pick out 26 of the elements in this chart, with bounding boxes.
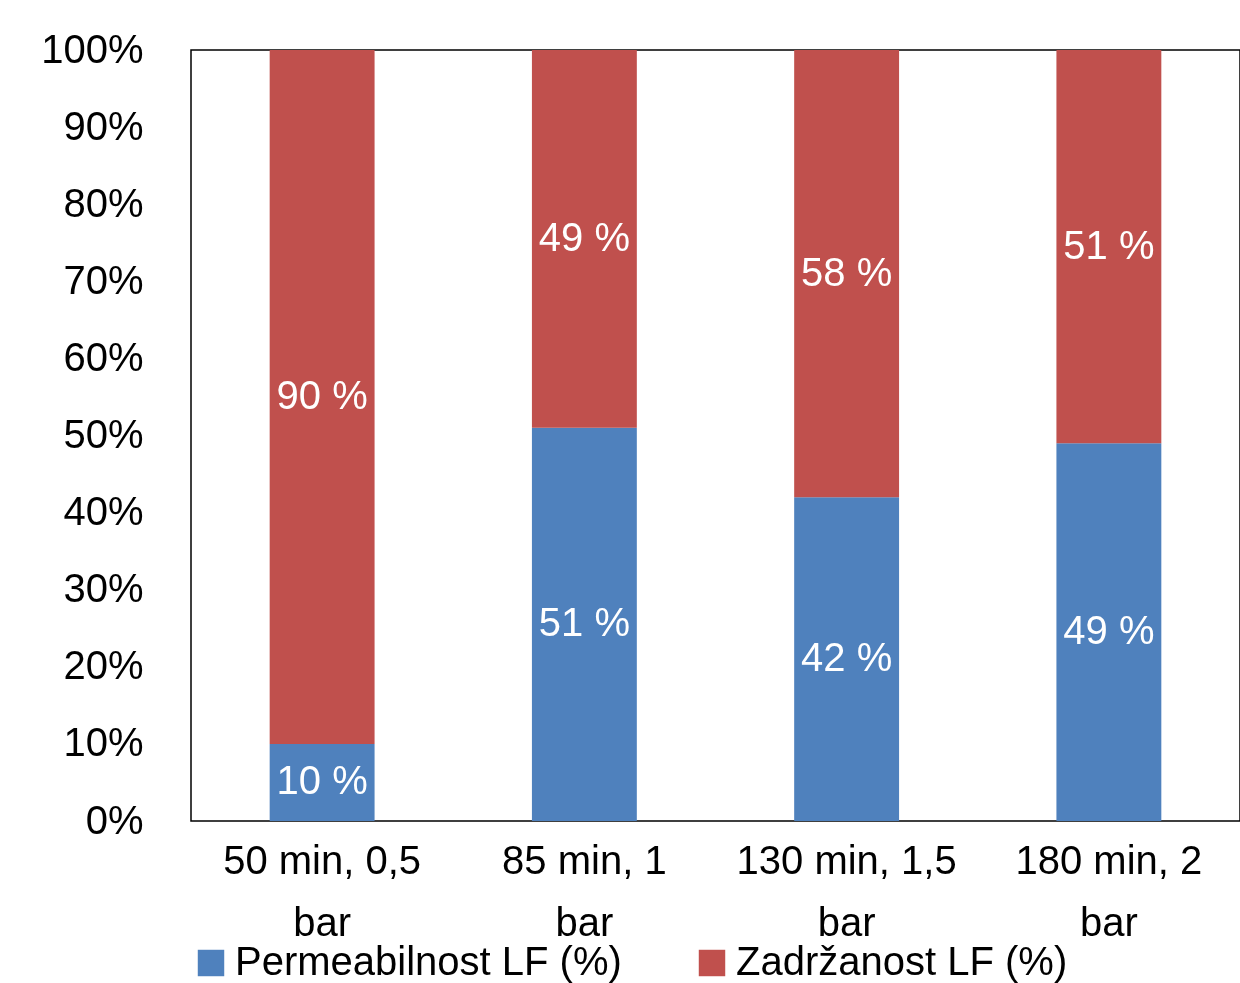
y-tick-label: 80%: [63, 180, 144, 225]
bar: [269, 50, 375, 744]
y-tick-label: 60%: [63, 334, 144, 379]
bar: [1056, 50, 1162, 444]
y-tick-label: 90%: [63, 103, 144, 148]
y-tick-label: 40%: [63, 489, 144, 534]
data-label: 58 %: [801, 249, 893, 294]
bar: [794, 497, 900, 821]
bar: [1056, 443, 1162, 821]
data-label: 49 %: [538, 214, 630, 259]
y-tick-label: 10%: [63, 720, 144, 765]
y-tick-label: 0%: [85, 797, 144, 842]
bar: [531, 427, 637, 821]
y-tick-label: 20%: [63, 643, 144, 688]
data-label: 42 %: [801, 635, 893, 680]
y-tick-label: 50%: [63, 412, 144, 456]
bar: [531, 50, 637, 428]
y-tick-label: 70%: [63, 257, 144, 302]
data-label: 51 %: [1063, 222, 1155, 267]
data-label: 49 %: [1063, 608, 1155, 653]
y-tick-label: 100%: [41, 26, 144, 71]
y-tick-label: 30%: [63, 566, 144, 611]
bar: [794, 50, 900, 498]
data-label: 10 %: [276, 758, 368, 803]
data-label: 51 %: [538, 600, 630, 645]
data-label: 90 %: [276, 372, 368, 417]
